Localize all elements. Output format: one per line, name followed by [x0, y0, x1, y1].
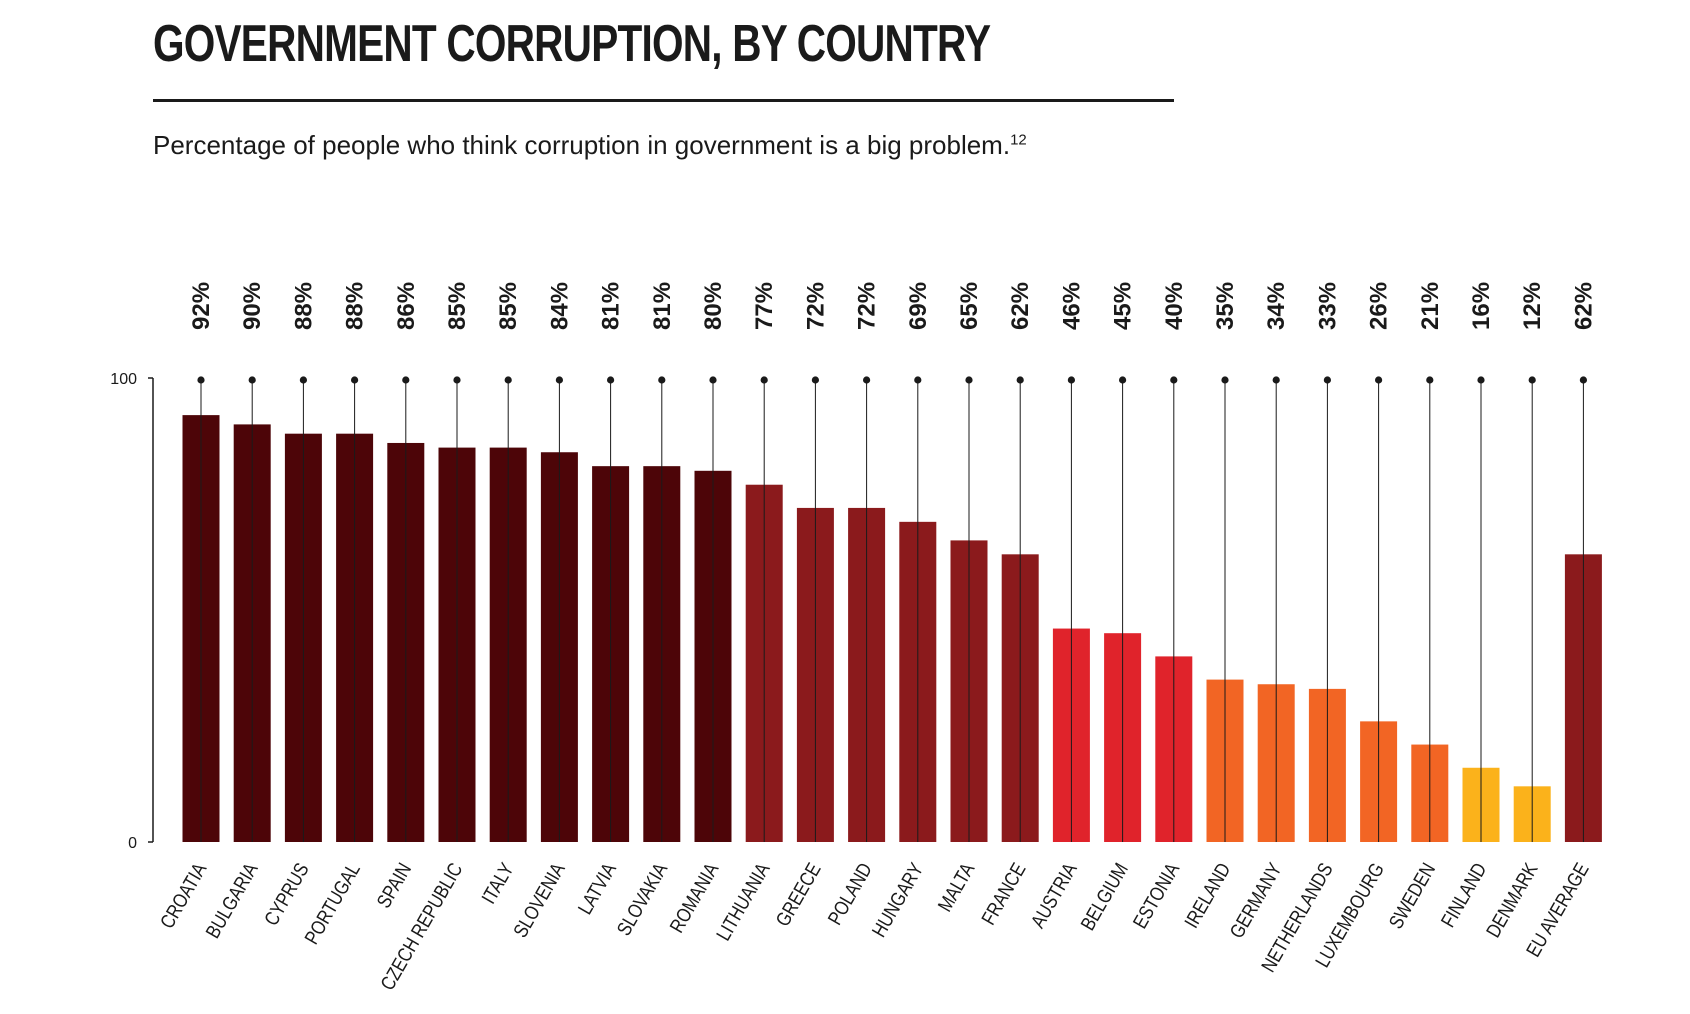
chart-subtitle: Percentage of people who think corruptio…	[153, 130, 1027, 161]
category-label: CROATIA	[155, 858, 211, 932]
bar-stem-dot	[299, 376, 307, 384]
bar-stem-dot	[658, 376, 666, 384]
bar-value-label: 88%	[290, 282, 317, 330]
category-label: FINLAND	[1436, 859, 1491, 931]
category-label: IRELAND	[1179, 859, 1234, 932]
y-tick-label-0: 0	[128, 835, 137, 852]
bar-value-label: 86%	[393, 282, 420, 330]
subtitle-text: Percentage of people who think corruptio…	[153, 130, 1011, 160]
bar-stem-dot	[248, 376, 256, 384]
bar-stem-dot	[863, 376, 871, 384]
bar-value-label: 33%	[1314, 282, 1341, 330]
category-label: CYPRUS	[259, 859, 313, 930]
category-label: MALTA	[933, 858, 979, 915]
bar-value-label: 69%	[905, 282, 932, 330]
bar-value-label: 35%	[1212, 282, 1239, 330]
category-label: AUSTRIA	[1026, 858, 1082, 932]
bar-stem-dot	[402, 376, 410, 384]
bar-stem-dot	[1375, 376, 1383, 384]
category-label: POLAND	[823, 859, 877, 929]
category-label: SLOVAKIA	[612, 858, 672, 939]
footnote-marker: 12	[1010, 131, 1027, 149]
bar-stem-dot	[1272, 376, 1280, 384]
category-label: LATVIA	[573, 858, 621, 918]
bar-stem-dot	[1477, 376, 1485, 384]
bar-value-label: 85%	[495, 282, 522, 330]
bar-stem-dot	[1067, 376, 1075, 384]
bar-value-label: 92%	[188, 282, 215, 330]
bar-value-label: 72%	[854, 282, 881, 330]
bar-stem-dot	[1426, 376, 1434, 384]
bar-value-label: 81%	[598, 282, 625, 330]
bar-value-label: 90%	[239, 282, 266, 330]
bar-value-label: 81%	[649, 282, 676, 330]
bar-value-label: 26%	[1366, 282, 1393, 330]
category-label: BELGIUM	[1076, 859, 1133, 934]
category-label: HUNGARY	[867, 859, 928, 941]
chart-title: GOVERNMENT CORRUPTION, BY COUNTRY	[153, 15, 991, 73]
bar-stem-dot	[1016, 376, 1024, 384]
bar-value-label: 16%	[1468, 282, 1495, 330]
bar-value-label: 46%	[1058, 282, 1085, 330]
bar-stem-dot	[555, 376, 564, 384]
bar-value-label: 77%	[751, 282, 778, 330]
bar-stem-dot	[607, 376, 615, 384]
bar-value-label: 34%	[1263, 282, 1290, 330]
bar-value-label: 65%	[956, 282, 983, 330]
bar-value-label: 84%	[546, 282, 573, 330]
bar-stem-dot	[197, 376, 205, 384]
bar-stem-dot	[709, 376, 717, 384]
title-divider	[153, 99, 1174, 102]
category-label: SWEDEN	[1384, 859, 1440, 933]
bar-stem-dot	[1221, 376, 1229, 384]
bar-stem-dot	[811, 376, 820, 384]
bar-stem-dot	[1528, 376, 1536, 384]
bar-stem-dot	[1579, 376, 1587, 384]
bar-stem-dot	[351, 376, 359, 384]
bar-value-label: 62%	[1570, 282, 1597, 330]
bar-stem-dot	[1170, 376, 1178, 384]
bar-stem-dot	[1323, 376, 1331, 384]
bar-stem-dot	[965, 376, 973, 384]
bar-value-label: 45%	[1110, 282, 1137, 330]
bar-value-label: 72%	[802, 282, 829, 330]
category-label: ROMANIA	[665, 858, 723, 936]
y-tick-label-100: 100	[110, 371, 137, 388]
bar-value-label: 62%	[1007, 282, 1034, 330]
bar-stem-dot	[760, 376, 768, 384]
bar-value-label: 40%	[1161, 282, 1188, 330]
category-label: GREECE	[771, 859, 825, 930]
bar-stem-dot	[504, 376, 512, 384]
bar-value-label: 21%	[1417, 282, 1444, 330]
bar-value-label: 85%	[444, 282, 471, 330]
category-label: ESTONIA	[1128, 858, 1184, 932]
bar-value-label: 80%	[700, 282, 727, 330]
category-label: ITALY	[477, 859, 518, 908]
bar-stem-dot	[914, 376, 922, 384]
category-label: FRANCE	[976, 859, 1030, 929]
bar-stem-dot	[1119, 376, 1127, 384]
category-label: SPAIN	[372, 859, 416, 912]
bar-value-label: 88%	[342, 282, 369, 330]
bar-stem-dot	[453, 376, 461, 384]
bar-value-label: 12%	[1519, 282, 1546, 330]
